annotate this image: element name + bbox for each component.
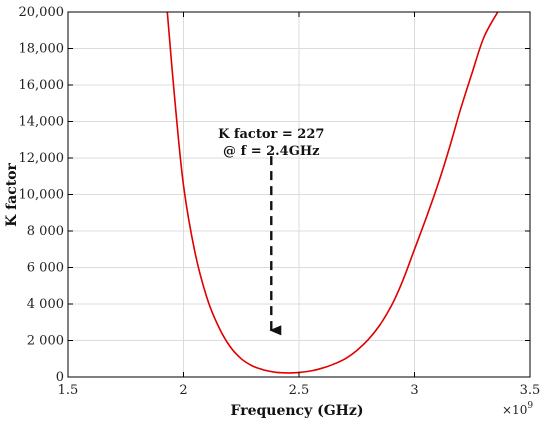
y-tick-label: 18,000 (19, 42, 65, 57)
y-axis-title: K factor (4, 162, 20, 226)
y-tick-label: 12,000 (19, 151, 65, 166)
annotation-text: @ f = 2.4GHz (223, 144, 319, 159)
y-tick-label: 4 000 (27, 297, 64, 312)
k-factor-curve (166, 11, 499, 374)
tick-marks (67, 11, 531, 378)
annotation-text: K factor = 227 (218, 127, 324, 142)
y-tick-label: 6 000 (27, 261, 64, 276)
annotation: K factor = 227 @ f = 2.4GHz (218, 127, 324, 336)
x-axis-multiplier-exponent: 9 (527, 401, 533, 411)
y-tick-label: 14,000 (19, 115, 65, 130)
series-layer (166, 11, 499, 374)
x-tick-label: 2 (179, 383, 187, 398)
y-tick-label: 0 (56, 370, 64, 385)
y-tick-label: 10,000 (19, 188, 65, 203)
y-tick-label: 2 000 (27, 334, 64, 349)
y-tick-label: 16,000 (19, 78, 65, 93)
x-tick-label: 3 (410, 383, 418, 398)
y-tick-label: 20,000 (19, 5, 65, 20)
tick-labels: 1.5 2 2.5 3 3.5 0 2 000 4 000 6 000 8 000 10,000 12… (19, 5, 541, 398)
x-axis-multiplier: ×109 (502, 401, 533, 417)
x-tick-label: 1.5 (58, 383, 79, 398)
x-tick-label: 2.5 (289, 383, 310, 398)
x-axis-title: Frequency (GHz) (231, 403, 364, 419)
grid-lines (67, 11, 531, 378)
y-tick-label: 8 000 (27, 224, 64, 239)
x-tick-label: 3.5 (520, 383, 541, 398)
